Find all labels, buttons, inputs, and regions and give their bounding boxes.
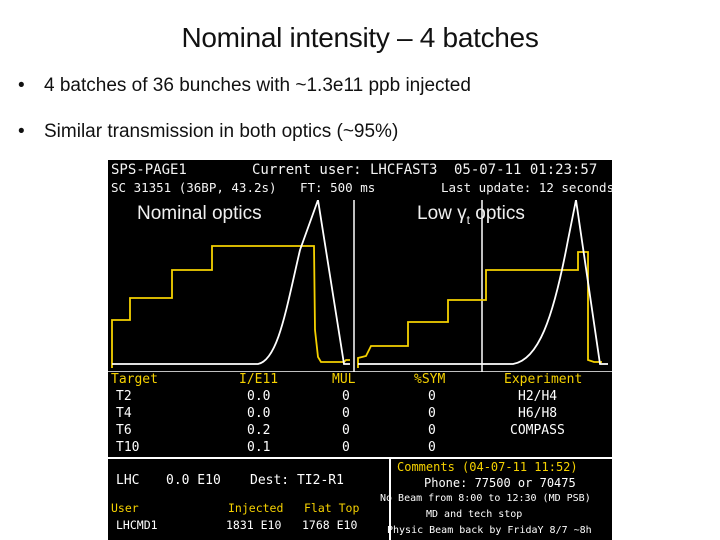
table-cell: 0.0 <box>247 389 271 404</box>
table-cell: 0.1 <box>247 440 271 455</box>
table-cell: COMPASS <box>510 423 565 438</box>
table-cell: T6 <box>116 423 132 438</box>
right-intensity-trace <box>357 251 602 368</box>
table-cell: 0 <box>428 389 436 404</box>
bullet-item: • 4 batches of 36 bunches with ~1.3e11 pp… <box>18 75 471 97</box>
comments-line-3: Physic Beam back by FridaY 8/7 ~8h <box>387 525 592 536</box>
injected-value: 1831 E10 <box>226 518 282 532</box>
nominal-optics-label: Nominal optics <box>137 203 262 224</box>
gamma-t-subscript: t <box>466 212 470 227</box>
comments-line-2: MD and tech stop <box>426 509 523 520</box>
last-update: Last update: 12 seconds ago <box>441 180 612 195</box>
table-cell: 0 <box>428 406 436 421</box>
table-header-intensity: I/E11 <box>239 372 279 387</box>
bullet-item: • Similar transmission in both optics (~9… <box>18 121 398 143</box>
comments-header: Comments (04-07-11 11:52) <box>397 460 578 474</box>
injected-header: Injected <box>228 501 284 515</box>
flat-top-value: 1768 E10 <box>302 518 358 532</box>
lhc-label: LHC <box>116 473 140 488</box>
target-table: Target I/E11 MUL %SYM Experiment T2 0.0 … <box>108 372 612 458</box>
intensity-plots <box>108 200 612 372</box>
user-value: LHCMD1 <box>116 518 158 532</box>
flat-top-header: Flat Top <box>304 501 360 515</box>
table-cell: 0.0 <box>247 406 271 421</box>
supercycle-info: SC 31351 (36BP, 43.2s) <box>111 180 277 195</box>
bullet-dot: • <box>18 121 25 142</box>
table-cell: H2/H4 <box>518 389 558 404</box>
low-gamma-suffix: optics <box>469 203 525 224</box>
low-gamma-prefix: Low γ <box>417 203 467 224</box>
table-cell: 0 <box>342 423 350 438</box>
table-header-target: Target <box>111 372 158 387</box>
sps-page1-screen: SPS-PAGE1 Current user: LHCFAST3 05-07-1… <box>108 160 612 540</box>
table-header-sym: %SYM <box>414 372 446 387</box>
table-cell: H6/H8 <box>518 406 558 421</box>
table-cell: 0.2 <box>247 423 271 438</box>
table-header-experiment: Experiment <box>504 372 583 387</box>
right-momentum-trace <box>358 200 608 365</box>
current-user: Current user: LHCFAST3 <box>252 162 438 178</box>
lhc-value: 0.0 E10 <box>166 473 221 488</box>
bullet-text: 4 batches of 36 bunches with ~1.3e11 ppb… <box>44 75 471 96</box>
left-intensity-trace <box>111 245 350 368</box>
footer-divider <box>108 457 612 459</box>
left-momentum-trace <box>112 200 350 365</box>
comments-line-1: No Beam from 8:00 to 12:30 (MD PSB) <box>380 493 591 504</box>
date-time: 05-07-11 01:23:57 <box>454 162 598 178</box>
lhc-destination: Dest: TI2-R1 <box>250 473 344 488</box>
low-gamma-t-optics-label: Low γt optics <box>417 203 525 227</box>
comments-phone: Phone: 77500 or 70475 <box>424 476 576 490</box>
table-cell: T2 <box>116 389 132 404</box>
table-cell: T10 <box>116 440 140 455</box>
table-cell: 0 <box>428 440 436 455</box>
flat-top-duration: FT: 500 ms <box>300 180 376 195</box>
comments-divider <box>389 457 391 540</box>
slide-title: Nominal intensity – 4 batches <box>181 22 539 53</box>
table-cell: 0 <box>342 406 350 421</box>
table-cell: 0 <box>428 423 436 438</box>
table-header-mul: MUL <box>332 372 356 387</box>
bullet-text: Similar transmission in both optics (~95… <box>44 121 399 142</box>
user-header: User <box>111 501 139 515</box>
table-cell: 0 <box>342 440 350 455</box>
bullet-dot: • <box>18 75 25 96</box>
page-name: SPS-PAGE1 <box>111 162 187 178</box>
table-cell: T4 <box>116 406 132 421</box>
table-cell: 0 <box>342 389 350 404</box>
